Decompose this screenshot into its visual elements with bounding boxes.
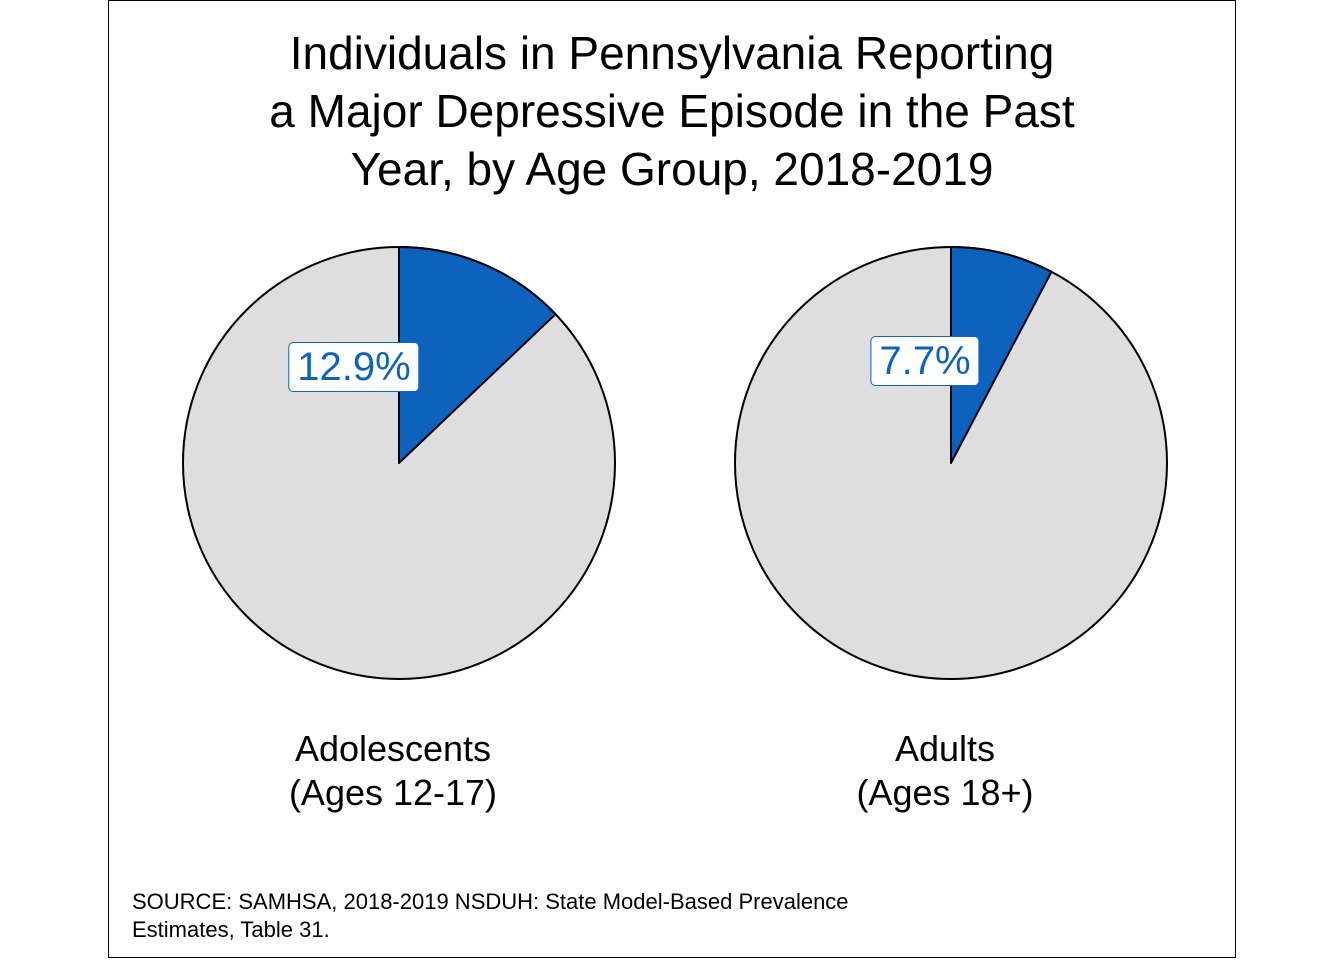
pie-adults (734, 246, 1168, 680)
pie-adolescents-category-line-2: (Ages 12-17) (288, 772, 498, 813)
chart-title-line-3: Year, by Age Group, 2018-2019 (350, 143, 994, 195)
pie-adolescents (182, 246, 616, 680)
pie-adolescents-value-label: 12.9% (288, 342, 420, 392)
pie-adults-value-label: 7.7% (870, 336, 980, 386)
pie-adolescents-category-line-1: Adolescents (294, 728, 492, 769)
pie-adolescents-category-label: Adolescents (Ages 12-17) (143, 727, 643, 815)
pie-adults-category-line-2: (Ages 18+) (856, 772, 1034, 813)
chart-title-line-1: Individuals in Pennsylvania Reporting (289, 27, 1055, 79)
chart-title-line-2: a Major Depressive Episode in the Past (269, 85, 1075, 137)
chart-title: Individuals in Pennsylvania Reporting a … (108, 24, 1236, 198)
pie-adults-category-line-1: Adults (894, 728, 996, 769)
source-note-line-1: SOURCE: SAMHSA, 2018-2019 NSDUH: State M… (132, 889, 849, 914)
source-note: SOURCE: SAMHSA, 2018-2019 NSDUH: State M… (132, 888, 1132, 944)
pie-adults-category-label: Adults (Ages 18+) (695, 727, 1195, 815)
pie-adolescents-highlight-slice (398, 246, 557, 464)
pie-adults-highlight-slice (950, 246, 1053, 464)
source-note-line-2: Estimates, Table 31. (132, 917, 330, 942)
